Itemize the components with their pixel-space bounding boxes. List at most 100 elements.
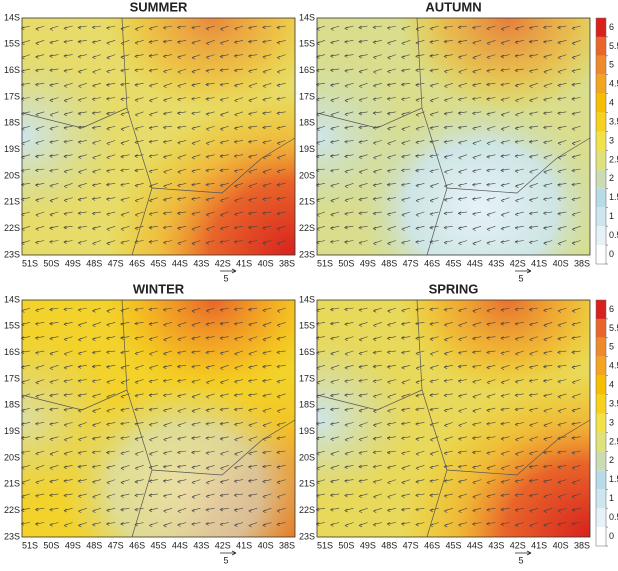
wind-arrow (457, 464, 468, 469)
wind-arrow (162, 479, 173, 483)
wind-arrow (63, 225, 73, 230)
wind-arrow (78, 350, 87, 356)
wind-arrow (344, 493, 354, 498)
state-border (21, 299, 296, 538)
wind-arrow (500, 68, 510, 73)
wind-arrow (458, 336, 468, 342)
wind-arrow (120, 140, 130, 145)
wind-arrow (191, 97, 201, 101)
wind-arrow (443, 450, 453, 455)
wind-arrow (330, 111, 340, 117)
x-tick-label: 44S (467, 258, 483, 268)
wind-arrow (543, 183, 553, 188)
colorbar-tick-label: 1 (609, 211, 614, 221)
wind-arrow (163, 322, 173, 327)
wind-arrow (205, 393, 215, 399)
wind-arrow (373, 393, 382, 399)
wind-arrow (163, 54, 173, 59)
wind-arrow (233, 140, 244, 144)
wind-arrow (529, 364, 539, 370)
wind-arrow (358, 240, 368, 245)
wind-arrow (443, 379, 453, 383)
wind-arrow (429, 364, 439, 370)
wind-arrow (486, 211, 496, 217)
x-tick-label: 48S (86, 540, 102, 550)
wind-arrow (262, 97, 272, 102)
scale-arrow (220, 550, 237, 556)
wind-arrow (276, 436, 286, 441)
y-tick-label: 23S (4, 531, 20, 541)
wind-arrow (372, 522, 382, 527)
wind-arrow (543, 125, 553, 130)
wind-arrow (472, 211, 482, 216)
colorbar-tick-label: 5 (609, 60, 614, 70)
wind-arrow (163, 82, 173, 89)
wind-arrow (134, 450, 144, 456)
wind-arrow (276, 465, 286, 469)
x-tick-label: 42S (215, 258, 231, 268)
scale-arrow (515, 268, 532, 274)
wind-arrow (219, 154, 229, 158)
wind-arrow (344, 393, 354, 397)
wind-arrow (220, 479, 229, 484)
wind-arrow (148, 379, 158, 384)
wind-arrow (500, 479, 510, 484)
wind-arrow (77, 464, 87, 469)
wind-arrow (387, 68, 397, 74)
wind-arrow (120, 436, 130, 441)
wind-arrow (458, 436, 468, 441)
wind-arrow (372, 479, 382, 484)
wind-arrow (148, 40, 158, 44)
wind-arrow (149, 111, 158, 117)
wind-arrow (191, 140, 201, 146)
wind-arrow (276, 211, 286, 216)
wind-arrow (458, 140, 468, 145)
wind-arrow (63, 522, 73, 528)
wind-arrow (401, 25, 411, 31)
wind-arrow (358, 493, 368, 499)
wind-arrow (205, 82, 215, 87)
wind-arrow (220, 450, 229, 456)
y-tick-label: 23S (299, 531, 315, 541)
wind-arrow (77, 379, 87, 383)
colorbar-segment (596, 112, 606, 132)
x-tick-label: 43S (488, 540, 504, 550)
wind-arrow (35, 522, 45, 526)
wind-arrow (444, 68, 453, 74)
wind-arrow (191, 393, 201, 399)
colorbar-segment (596, 451, 606, 471)
wind-arrow (443, 54, 453, 59)
wind-arrow (276, 507, 286, 513)
colorbar-segment (596, 394, 606, 414)
wind-arrow (162, 39, 173, 44)
wind-arrow (78, 68, 87, 74)
wind-arrow (191, 493, 201, 499)
wind-arrow (248, 465, 258, 469)
wind-arrow (444, 507, 453, 513)
wind-arrow (401, 97, 411, 102)
wind-arrow (149, 197, 158, 203)
wind-arrow (248, 493, 258, 498)
wind-arrow (344, 507, 354, 513)
wind-arrow (330, 140, 340, 144)
y-tick-label: 14S (299, 294, 315, 304)
wind-arrow (134, 336, 144, 341)
wind-arrow (177, 197, 187, 201)
wind-arrow (387, 111, 397, 116)
wind-arrow (529, 111, 539, 116)
wind-arrow (528, 39, 539, 44)
x-tick-label: 50S (338, 258, 354, 268)
wind-arrow (77, 493, 87, 499)
wind-arrow (35, 307, 45, 313)
wind-arrow (233, 240, 244, 244)
wind-arrow (373, 140, 382, 145)
wind-arrow (359, 422, 368, 428)
wind-arrow (262, 307, 272, 313)
wind-arrow (234, 450, 244, 456)
colorbar-tick-label: 0.5 (609, 512, 618, 522)
wind-arrow (372, 350, 382, 355)
wind-arrow (205, 465, 215, 470)
wind-arrow (514, 393, 524, 398)
wind-arrow (373, 54, 382, 60)
